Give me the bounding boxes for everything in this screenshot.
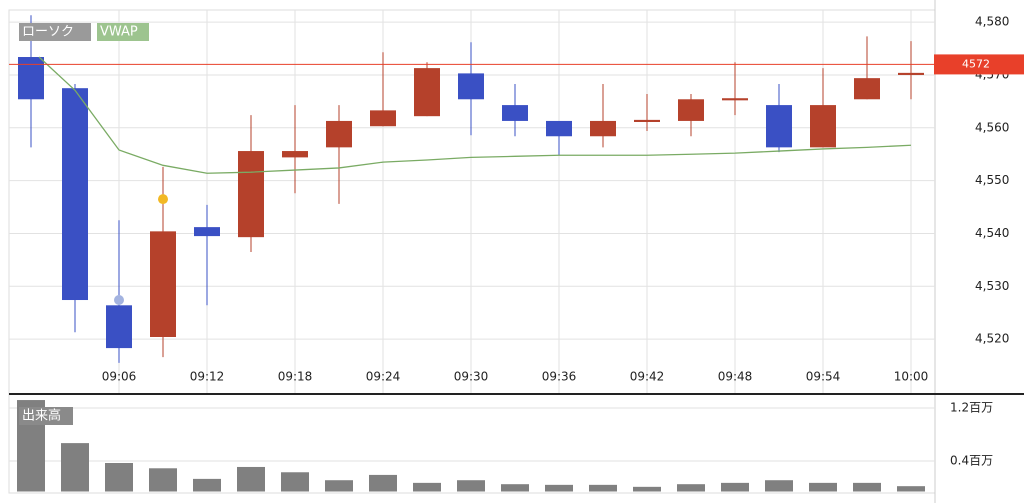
legend-box — [19, 23, 91, 41]
x-tick-label: 09:42 — [630, 370, 665, 384]
vwap-line — [38, 56, 912, 174]
candle-body — [722, 98, 748, 101]
x-tick-label: 09:30 — [454, 370, 489, 384]
volume-bar — [677, 484, 705, 492]
volume-bar — [105, 462, 133, 492]
candle-body — [150, 231, 176, 338]
x-tick-label: 09:12 — [190, 370, 225, 384]
volume-bar — [853, 482, 881, 492]
last-price-box — [934, 54, 1024, 75]
candle-body — [238, 151, 264, 238]
x-tick-label: 09:06 — [102, 370, 137, 384]
marker — [114, 295, 124, 306]
candle-body — [634, 119, 660, 122]
y-tick-label: 4,580 — [975, 15, 1009, 29]
candle-body — [326, 120, 352, 148]
y-tick-label: 4,540 — [975, 226, 1009, 240]
volume-bar — [721, 482, 749, 492]
y-tick-label: 0.4百万 — [950, 453, 993, 467]
candle-body — [810, 105, 836, 148]
candle-body — [898, 72, 924, 75]
panel-title: 出来高 — [22, 408, 61, 424]
candle-body — [414, 68, 440, 117]
candle-body — [854, 78, 880, 100]
candle-body — [766, 105, 792, 148]
candle-body — [18, 57, 44, 100]
volume-bar — [809, 482, 837, 492]
y-tick-label: 4,560 — [975, 120, 1009, 134]
volume-bar — [193, 478, 221, 492]
volume-bar — [413, 482, 441, 492]
volume-bar — [457, 480, 485, 492]
volume-bar — [369, 474, 397, 492]
y-tick-label: 4,520 — [975, 332, 1009, 346]
volume-bar — [281, 472, 309, 492]
volume-bar — [61, 443, 89, 492]
x-tick-label: 09:54 — [806, 370, 841, 384]
candle-body — [106, 305, 132, 349]
title-box — [19, 407, 73, 425]
volume-bar — [325, 480, 353, 492]
candle-body — [678, 99, 704, 121]
legend-label: ローソク — [22, 25, 74, 40]
legend-label: VWAP — [100, 25, 138, 40]
y-tick-label: 1.2百万 — [950, 400, 993, 414]
y-tick-label: 4,550 — [975, 173, 1009, 187]
volume-bar — [501, 484, 529, 492]
volume-bar — [765, 480, 793, 492]
x-tick-label: 09:18 — [278, 370, 313, 384]
volume-bar — [897, 486, 925, 492]
candle-body — [458, 73, 484, 100]
candle-body — [370, 110, 396, 127]
candle-body — [502, 105, 528, 121]
candle-body — [62, 88, 88, 301]
candle-body — [590, 120, 616, 137]
x-tick-label: 09:36 — [542, 370, 577, 384]
last-price-label: 4572 — [962, 57, 990, 70]
candle-body — [282, 151, 308, 158]
volume-bar — [545, 484, 573, 492]
marker — [158, 194, 168, 205]
legend-box — [97, 23, 149, 41]
x-tick-label: 09:48 — [718, 370, 753, 384]
volume-bar — [633, 486, 661, 492]
x-tick-label: 09:24 — [366, 370, 401, 384]
volume-bar — [589, 484, 617, 492]
x-tick-label: 10:00 — [894, 370, 929, 384]
candle-body — [546, 120, 572, 137]
candle-body — [194, 227, 220, 237]
volume-bar — [149, 468, 177, 492]
volume-bar — [237, 466, 265, 492]
y-tick-label: 4,530 — [975, 279, 1009, 293]
